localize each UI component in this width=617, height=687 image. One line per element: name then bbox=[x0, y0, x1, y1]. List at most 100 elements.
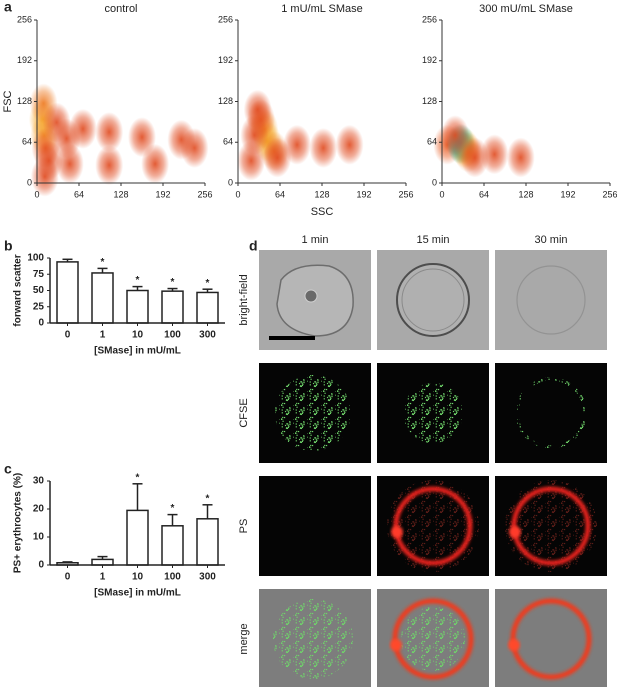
density-point bbox=[55, 143, 84, 184]
bar bbox=[161, 525, 184, 566]
cell bbox=[396, 263, 470, 337]
y-tick-label: 0 bbox=[38, 318, 44, 329]
x-tick-label: 0 bbox=[235, 189, 240, 199]
row-label: PS bbox=[238, 519, 250, 534]
cell bbox=[516, 265, 586, 335]
y-tick-label: 256 bbox=[17, 14, 32, 24]
significance: * bbox=[101, 257, 105, 268]
ps-spot bbox=[509, 526, 521, 538]
density-point bbox=[180, 127, 209, 168]
plot-title: control bbox=[104, 3, 137, 15]
merge-stain bbox=[401, 607, 465, 671]
y-tick-label: 64 bbox=[427, 137, 437, 147]
y-tick-label: 10 bbox=[33, 532, 45, 543]
x-tick-label: 300 bbox=[199, 330, 216, 341]
y-tick-label: 256 bbox=[422, 14, 437, 24]
cfse-stain bbox=[403, 383, 463, 443]
density-point bbox=[441, 115, 470, 156]
significance: * bbox=[136, 472, 140, 483]
x-tick-label: 0 bbox=[439, 189, 444, 199]
bar bbox=[126, 509, 149, 566]
plot-title: 1 mU/mL SMase bbox=[281, 3, 363, 15]
y-tick-label: 0 bbox=[38, 560, 44, 571]
row-label: bright-field bbox=[238, 274, 250, 325]
row-label: merge bbox=[238, 623, 250, 654]
bar bbox=[126, 289, 149, 324]
column-header: 1 min bbox=[302, 234, 329, 246]
merge-spot bbox=[390, 639, 402, 651]
panel-label: a bbox=[4, 0, 12, 15]
panel-label: c bbox=[4, 461, 12, 477]
x-axis-label: [SMase] in mU/mL bbox=[94, 588, 181, 599]
cell-inner bbox=[401, 268, 465, 332]
density-point bbox=[243, 89, 272, 130]
panel-label: d bbox=[249, 238, 258, 254]
x-tick-label: 64 bbox=[275, 189, 285, 199]
y-axis-label: FSC bbox=[2, 90, 14, 112]
x-tick-label: 64 bbox=[74, 189, 84, 199]
y-tick-label: 30 bbox=[33, 476, 45, 487]
y-tick-label: 50 bbox=[33, 285, 45, 296]
x-tick-label: 192 bbox=[560, 189, 575, 199]
x-tick-label: 0 bbox=[65, 572, 71, 583]
density-point bbox=[68, 108, 97, 149]
y-tick-label: 128 bbox=[218, 96, 233, 106]
y-tick-label: 128 bbox=[17, 96, 32, 106]
x-tick-label: 100 bbox=[164, 330, 181, 341]
y-tick-label: 192 bbox=[17, 55, 32, 65]
x-tick-label: 0 bbox=[65, 330, 71, 341]
density-point bbox=[506, 137, 535, 178]
density-point bbox=[335, 124, 364, 165]
micrograph bbox=[259, 476, 371, 576]
significance: * bbox=[171, 503, 175, 514]
significance: * bbox=[206, 278, 210, 289]
micrograph bbox=[495, 250, 607, 350]
density-point bbox=[480, 134, 509, 175]
y-axis-label: PS+ erythrocytes (%) bbox=[13, 473, 24, 573]
y-tick-label: 192 bbox=[218, 55, 233, 65]
x-tick-label: 300 bbox=[199, 572, 216, 583]
merge-ring bbox=[392, 598, 474, 680]
ps-halo bbox=[387, 480, 479, 572]
panel-label: b bbox=[4, 238, 13, 254]
x-axis-label: [SMase] in mU/mL bbox=[94, 346, 181, 357]
bar bbox=[161, 290, 184, 324]
x-tick-label: 128 bbox=[113, 189, 128, 199]
x-tick-label: 192 bbox=[356, 189, 371, 199]
x-tick-label: 256 bbox=[197, 189, 212, 199]
density-point bbox=[237, 140, 266, 181]
x-tick-label: 10 bbox=[132, 330, 144, 341]
cell-center bbox=[304, 289, 318, 303]
x-tick-label: 128 bbox=[518, 189, 533, 199]
y-tick-label: 0 bbox=[432, 177, 437, 187]
significance: * bbox=[136, 275, 140, 286]
x-tick-label: 256 bbox=[398, 189, 413, 199]
x-tick-label: 0 bbox=[34, 189, 39, 199]
y-tick-label: 20 bbox=[33, 504, 45, 515]
merge-spot bbox=[508, 639, 520, 651]
density-point bbox=[95, 112, 124, 153]
y-tick-label: 0 bbox=[228, 177, 233, 187]
bar bbox=[196, 518, 219, 566]
significance: * bbox=[206, 493, 210, 504]
y-tick-label: 75 bbox=[33, 269, 45, 280]
x-tick-label: 100 bbox=[164, 572, 181, 583]
density-point bbox=[283, 124, 312, 165]
density-point bbox=[95, 145, 124, 186]
y-tick-label: 64 bbox=[22, 137, 32, 147]
y-tick-label: 25 bbox=[33, 301, 45, 312]
y-tick-label: 128 bbox=[422, 96, 437, 106]
ps-spot bbox=[391, 526, 403, 538]
y-tick-label: 0 bbox=[27, 177, 32, 187]
ps-ring bbox=[511, 486, 591, 566]
row-label: CFSE bbox=[238, 398, 250, 427]
x-tick-label: 1 bbox=[100, 572, 106, 583]
density-point bbox=[141, 143, 170, 184]
column-header: 15 min bbox=[416, 234, 449, 246]
plot-title: 300 mU/mL SMase bbox=[479, 3, 573, 15]
ps-ring bbox=[393, 486, 473, 566]
ps-halo bbox=[505, 480, 597, 572]
cfse-stain bbox=[515, 377, 587, 449]
y-tick-label: 100 bbox=[27, 253, 44, 264]
scale-bar bbox=[269, 336, 315, 340]
